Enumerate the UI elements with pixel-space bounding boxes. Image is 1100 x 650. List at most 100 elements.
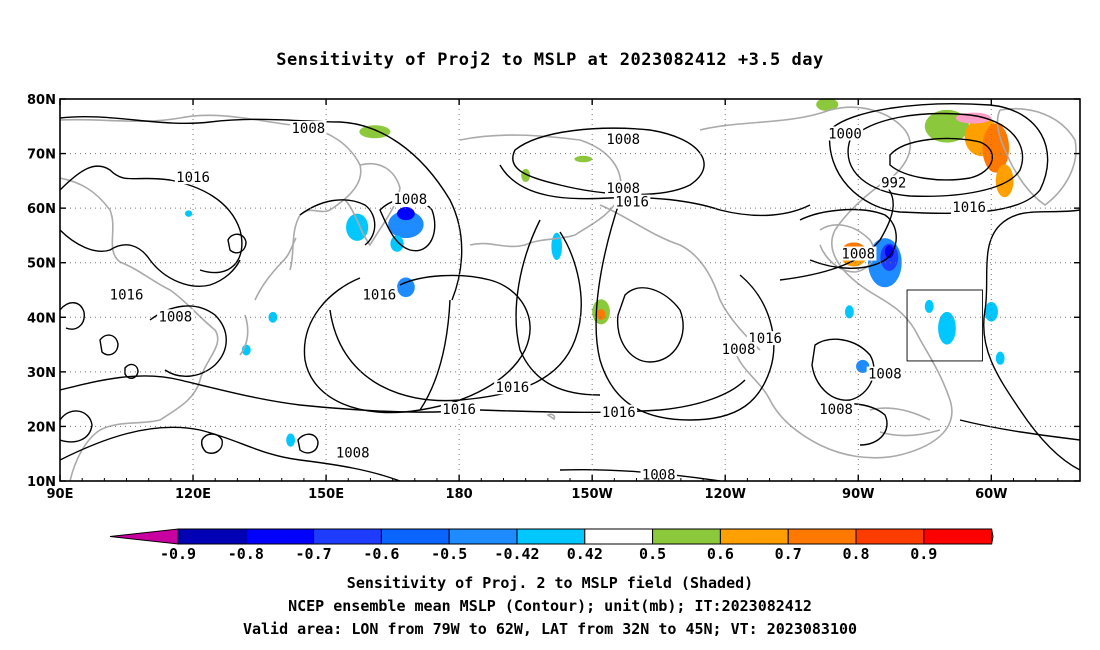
contour-1000-greenland: [847, 112, 1024, 197]
contour-label: 1008: [606, 132, 640, 148]
contour-label: 1008: [819, 402, 853, 418]
chart-title: Sensitivity of Proj2 to MSLP at 20230824…: [276, 50, 824, 70]
lon-label: 120W: [704, 487, 745, 502]
lat-label: 40N: [27, 311, 56, 326]
colorbar-swatch: [380, 528, 450, 545]
contour-1016-north: [60, 165, 243, 274]
contour-label: 1016: [442, 402, 476, 418]
contour-1016-ne-pacific: [595, 199, 775, 421]
coastline-asia: [60, 177, 219, 481]
colorbar-swatch: [787, 528, 857, 545]
contour-label: 1000: [828, 126, 862, 142]
valid-area-box: [906, 289, 983, 362]
sensitivity-blob: [397, 207, 415, 221]
footer-line-contour: NCEP ensemble mean MSLP (Contour); unit(…: [288, 597, 812, 615]
colorbar-label: 0.5: [639, 545, 666, 563]
contour-label: 1008: [158, 309, 192, 325]
lon-label: 90E: [47, 487, 74, 502]
lon-label: 120E: [175, 487, 211, 502]
lat-label: 20N: [27, 420, 56, 435]
sensitivity-blob: [551, 232, 563, 260]
contour-label: 1016: [110, 287, 144, 303]
footer-line-valid-area: Valid area: LON from 79W to 62W, LAT fro…: [242, 620, 858, 638]
contour-label-bg: [613, 194, 651, 209]
contour-label-bg: [605, 131, 642, 146]
sensitivity-blob: [268, 311, 278, 323]
contour-1016-tropical: [60, 375, 471, 413]
contour-1008-tropical: [60, 426, 401, 481]
colorbar-label: -0.9: [160, 545, 196, 563]
contour-label-bg: [720, 342, 757, 357]
contour-label: 1008: [642, 468, 676, 484]
lat-label: 80N: [27, 93, 56, 108]
contour-labels: 1008 1008 1000 992 1016 1008 1008 1016 1016 1008 1…: [108, 121, 988, 484]
colorbar-swatch: [245, 528, 315, 545]
mslp-contours: [60, 103, 1080, 481]
contour-small-high-7: [227, 233, 247, 254]
contour-label-bg: [361, 287, 398, 302]
contour-1016-atlantic: [983, 209, 1080, 471]
contour-small-low-2: [297, 433, 319, 454]
contour-label: 1016: [176, 170, 210, 186]
footer-line-shading: Sensitivity of Proj. 2 to MSLP field (Sh…: [346, 574, 754, 592]
contour-1016-alaska-ridge: [419, 299, 451, 411]
colorbar-swatch: [516, 528, 586, 545]
contour-label-bg: [605, 181, 642, 196]
sensitivity-blob: [955, 112, 992, 124]
contour-1008-gulf: [811, 338, 875, 401]
sensitivity-blob: [596, 309, 606, 321]
contour-label-bg: [746, 331, 784, 346]
sensitivity-blob: [388, 210, 424, 239]
contour-label-bg: [108, 287, 145, 302]
lon-label: 180: [446, 487, 473, 502]
contour-1008-namerica: [779, 179, 894, 281]
coastline-greenland: [996, 108, 1077, 206]
colorbar-label: -0.8: [228, 545, 264, 563]
lat-label: 10N: [27, 475, 56, 490]
lat-label: 50N: [27, 257, 56, 272]
lon-label: 150E: [308, 487, 344, 502]
contour-label: 992: [881, 176, 906, 192]
contour-label: 1016: [602, 405, 636, 421]
contour-label: 1008: [868, 367, 902, 383]
contour-small-low-4: [99, 334, 119, 356]
contour-1008-arctic-a: [512, 127, 705, 196]
sensitivity-blob: [844, 305, 854, 319]
contour-1008-greenland: [828, 103, 1049, 215]
contour-label: 1016: [495, 380, 529, 396]
sensitivity-blob: [286, 433, 296, 447]
sensitivity-blob: [390, 235, 404, 252]
contour-1016-central-pacific: [479, 379, 746, 414]
colorbar-under-arrow: [109, 528, 179, 545]
contour-label-bg: [334, 445, 371, 460]
lon-label: 150W: [571, 487, 612, 502]
colorbar-label: 0.42: [567, 545, 603, 563]
colorbar: -0.9 -0.8 -0.7 -0.6 -0.5 -0.42 0.42 0.5 0.6 0.7 0.…: [109, 528, 994, 563]
contour-label: 1008: [291, 121, 325, 137]
contour-992-greenland: [889, 137, 993, 181]
contour-label-bg: [600, 404, 637, 419]
contour-label: 1016: [952, 200, 986, 216]
contour-label-bg: [392, 191, 429, 206]
sensitivity-blob: [995, 351, 1005, 365]
graticule: [60, 99, 1080, 481]
coastline-north-america: [699, 106, 953, 459]
colorbar-label: -0.6: [363, 545, 399, 563]
contour-label-bg: [840, 246, 877, 261]
sensitivity-blob: [816, 99, 839, 112]
contour-label-bg: [174, 170, 212, 185]
contour-1016-east-north-america: [799, 208, 897, 269]
contour-label-bg: [290, 121, 327, 136]
lon-label: 90W: [842, 487, 874, 502]
contour-small-low-6: [60, 410, 93, 443]
contour-label-bg: [157, 309, 194, 324]
colorbar-swatch: [652, 528, 721, 545]
contour-label: 1008: [722, 342, 756, 358]
contour-label-bg: [640, 467, 677, 482]
lat-label: 70N: [27, 148, 56, 163]
contour-1008-arctic-b: [499, 164, 811, 217]
contour-1016-subpolar: [299, 199, 376, 246]
contour-1008-north: [60, 115, 463, 301]
